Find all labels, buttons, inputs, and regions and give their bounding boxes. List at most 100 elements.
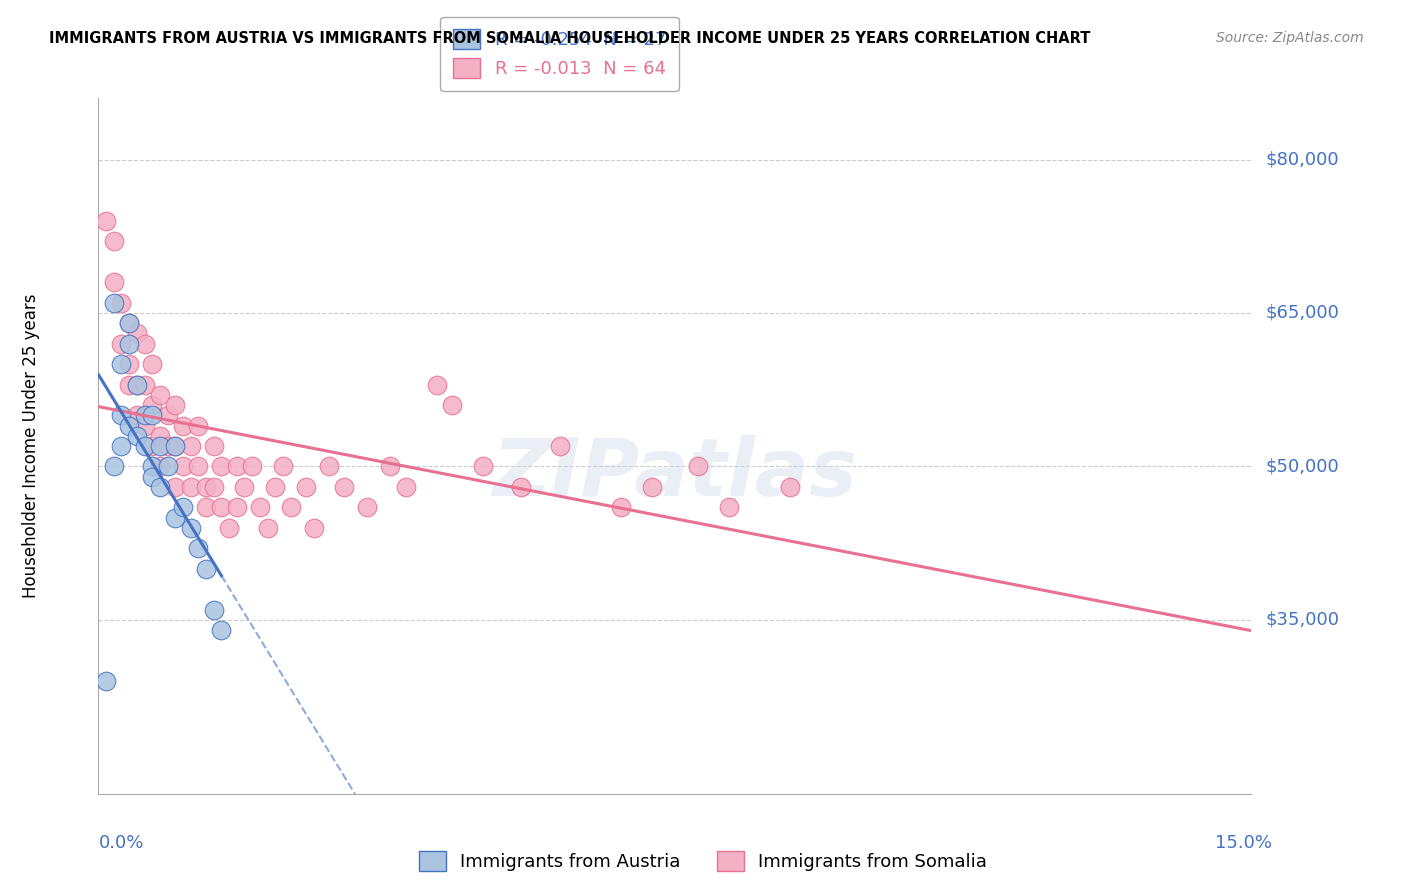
- Point: [610, 500, 633, 515]
- Point: [94, 214, 117, 228]
- Legend: Immigrants from Austria, Immigrants from Somalia: Immigrants from Austria, Immigrants from…: [412, 844, 994, 879]
- Point: [471, 459, 494, 474]
- Point: [209, 500, 232, 515]
- Point: [641, 480, 664, 494]
- Point: [180, 480, 202, 494]
- Point: [233, 480, 256, 494]
- Point: [165, 398, 187, 412]
- Point: [141, 459, 163, 474]
- Point: [134, 377, 156, 392]
- Point: [149, 439, 172, 453]
- Point: [249, 500, 271, 515]
- Point: [202, 603, 225, 617]
- Text: IMMIGRANTS FROM AUSTRIA VS IMMIGRANTS FROM SOMALIA HOUSEHOLDER INCOME UNDER 25 Y: IMMIGRANTS FROM AUSTRIA VS IMMIGRANTS FR…: [49, 31, 1091, 46]
- Point: [440, 398, 463, 412]
- Point: [141, 439, 163, 453]
- Point: [180, 439, 202, 453]
- Text: $35,000: $35,000: [1265, 611, 1340, 629]
- Point: [134, 418, 156, 433]
- Point: [141, 398, 163, 412]
- Point: [187, 541, 209, 556]
- Point: [333, 480, 356, 494]
- Point: [202, 439, 225, 453]
- Point: [125, 377, 148, 392]
- Point: [426, 377, 449, 392]
- Point: [510, 480, 533, 494]
- Point: [141, 409, 163, 423]
- Point: [118, 336, 141, 351]
- Point: [218, 521, 240, 535]
- Point: [195, 500, 218, 515]
- Point: [118, 316, 141, 330]
- Point: [225, 500, 247, 515]
- Point: [195, 480, 218, 494]
- Point: [165, 439, 187, 453]
- Point: [94, 674, 117, 689]
- Point: [103, 235, 125, 249]
- Point: [295, 480, 318, 494]
- Point: [195, 562, 218, 576]
- Point: [180, 521, 202, 535]
- Point: [225, 459, 247, 474]
- Point: [187, 459, 209, 474]
- Point: [209, 459, 232, 474]
- Point: [103, 459, 125, 474]
- Point: [134, 336, 156, 351]
- Point: [264, 480, 287, 494]
- Point: [149, 388, 172, 402]
- Point: [141, 469, 163, 483]
- Point: [202, 480, 225, 494]
- Point: [125, 326, 148, 341]
- Point: [187, 418, 209, 433]
- Point: [302, 521, 325, 535]
- Point: [548, 439, 571, 453]
- Legend: R = -0.254  N = 27, R = -0.013  N = 64: R = -0.254 N = 27, R = -0.013 N = 64: [440, 17, 679, 91]
- Text: Source: ZipAtlas.com: Source: ZipAtlas.com: [1216, 31, 1364, 45]
- Point: [271, 459, 294, 474]
- Point: [172, 459, 194, 474]
- Point: [172, 500, 194, 515]
- Text: $50,000: $50,000: [1265, 458, 1339, 475]
- Point: [165, 510, 187, 524]
- Point: [103, 275, 125, 289]
- Text: $80,000: $80,000: [1265, 151, 1339, 169]
- Point: [240, 459, 263, 474]
- Point: [172, 418, 194, 433]
- Point: [717, 500, 740, 515]
- Point: [110, 295, 132, 310]
- Point: [118, 377, 141, 392]
- Point: [118, 357, 141, 371]
- Text: 15.0%: 15.0%: [1215, 834, 1272, 852]
- Point: [149, 429, 172, 443]
- Point: [110, 439, 132, 453]
- Point: [141, 357, 163, 371]
- Point: [134, 409, 156, 423]
- Point: [149, 480, 172, 494]
- Text: Householder Income Under 25 years: Householder Income Under 25 years: [22, 293, 39, 599]
- Point: [125, 409, 148, 423]
- Point: [280, 500, 302, 515]
- Point: [318, 459, 340, 474]
- Point: [165, 480, 187, 494]
- Point: [110, 409, 132, 423]
- Point: [165, 439, 187, 453]
- Point: [395, 480, 418, 494]
- Point: [256, 521, 278, 535]
- Point: [779, 480, 801, 494]
- Point: [156, 439, 179, 453]
- Point: [149, 459, 172, 474]
- Text: 0.0%: 0.0%: [98, 834, 143, 852]
- Point: [125, 429, 148, 443]
- Point: [110, 336, 132, 351]
- Point: [110, 357, 132, 371]
- Point: [125, 377, 148, 392]
- Text: $65,000: $65,000: [1265, 304, 1339, 322]
- Text: ZIPatlas: ZIPatlas: [492, 434, 858, 513]
- Point: [156, 409, 179, 423]
- Point: [209, 623, 232, 637]
- Point: [134, 439, 156, 453]
- Point: [103, 295, 125, 310]
- Point: [156, 459, 179, 474]
- Point: [118, 418, 141, 433]
- Point: [686, 459, 709, 474]
